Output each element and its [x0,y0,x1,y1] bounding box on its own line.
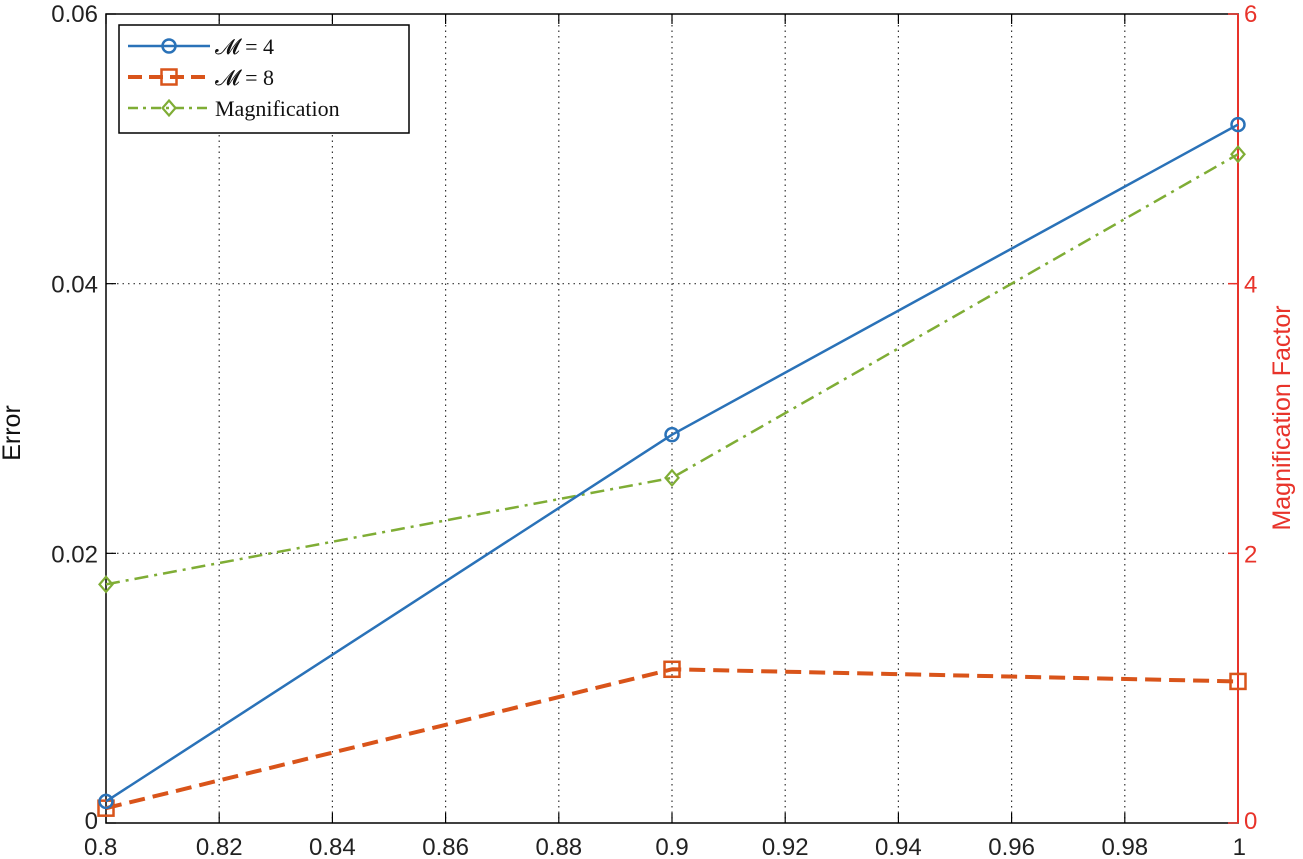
y-tick-label: 0.04 [51,272,98,299]
series-layer [97,116,1247,817]
series-line [105,667,1239,811]
x-tick-label: 0.94 [875,834,922,859]
data-point [98,793,114,810]
y-tick-label: 0.02 [51,541,98,568]
data-point [1230,116,1246,133]
x-tick-label: 1 [1233,834,1246,859]
x-tick-label: 0.8 [84,834,117,859]
y-tick-label: 0 [85,808,98,835]
y-tick-label: 0.06 [51,1,98,28]
legend-label: 𝓜 = 4 [215,34,274,59]
x-tick-label: 0.96 [988,834,1035,859]
legend-marker [161,98,177,118]
legend: 𝓜 = 4 𝓜 = 8 Magnification [118,24,410,134]
data-point [1230,145,1246,164]
y2-tick-label: 6 [1244,1,1257,28]
axis-ticks: 0.8 0.82 0.84 0.86 0.88 0.9 0.92 0.94 0.96 0.98 10… [51,1,1257,859]
x-tick-label: 0.88 [535,834,582,859]
data-point [98,575,114,594]
data-point [664,426,680,443]
series-3 [98,145,1246,594]
y2-tick-label: 4 [1244,272,1257,299]
y2-tick-label: 2 [1244,541,1257,568]
legend-marker [160,68,178,86]
series-2 [97,660,1247,817]
legend-label: 𝓜 = 8 [215,65,274,90]
grid-lines [106,14,1238,823]
series-1 [98,116,1246,810]
x-tick-label: 0.84 [309,834,356,859]
series-line [105,123,1239,803]
y2-axis-label: Magnification Factor [1268,305,1296,530]
x-tick-label: 0.92 [762,834,809,859]
legend-marker [161,38,177,54]
x-tick-label: 0.98 [1101,834,1148,859]
data-point [663,660,681,679]
legend-label: Magnification [215,96,340,121]
x-tick-label: 0.86 [422,834,469,859]
x-tick-label: 0.9 [655,834,688,859]
x-tick-label: 0.82 [196,834,243,859]
y-axis-label: Error [0,405,26,461]
y2-tick-label: 0 [1244,808,1257,835]
data-point [1229,672,1247,691]
data-point [664,468,680,488]
